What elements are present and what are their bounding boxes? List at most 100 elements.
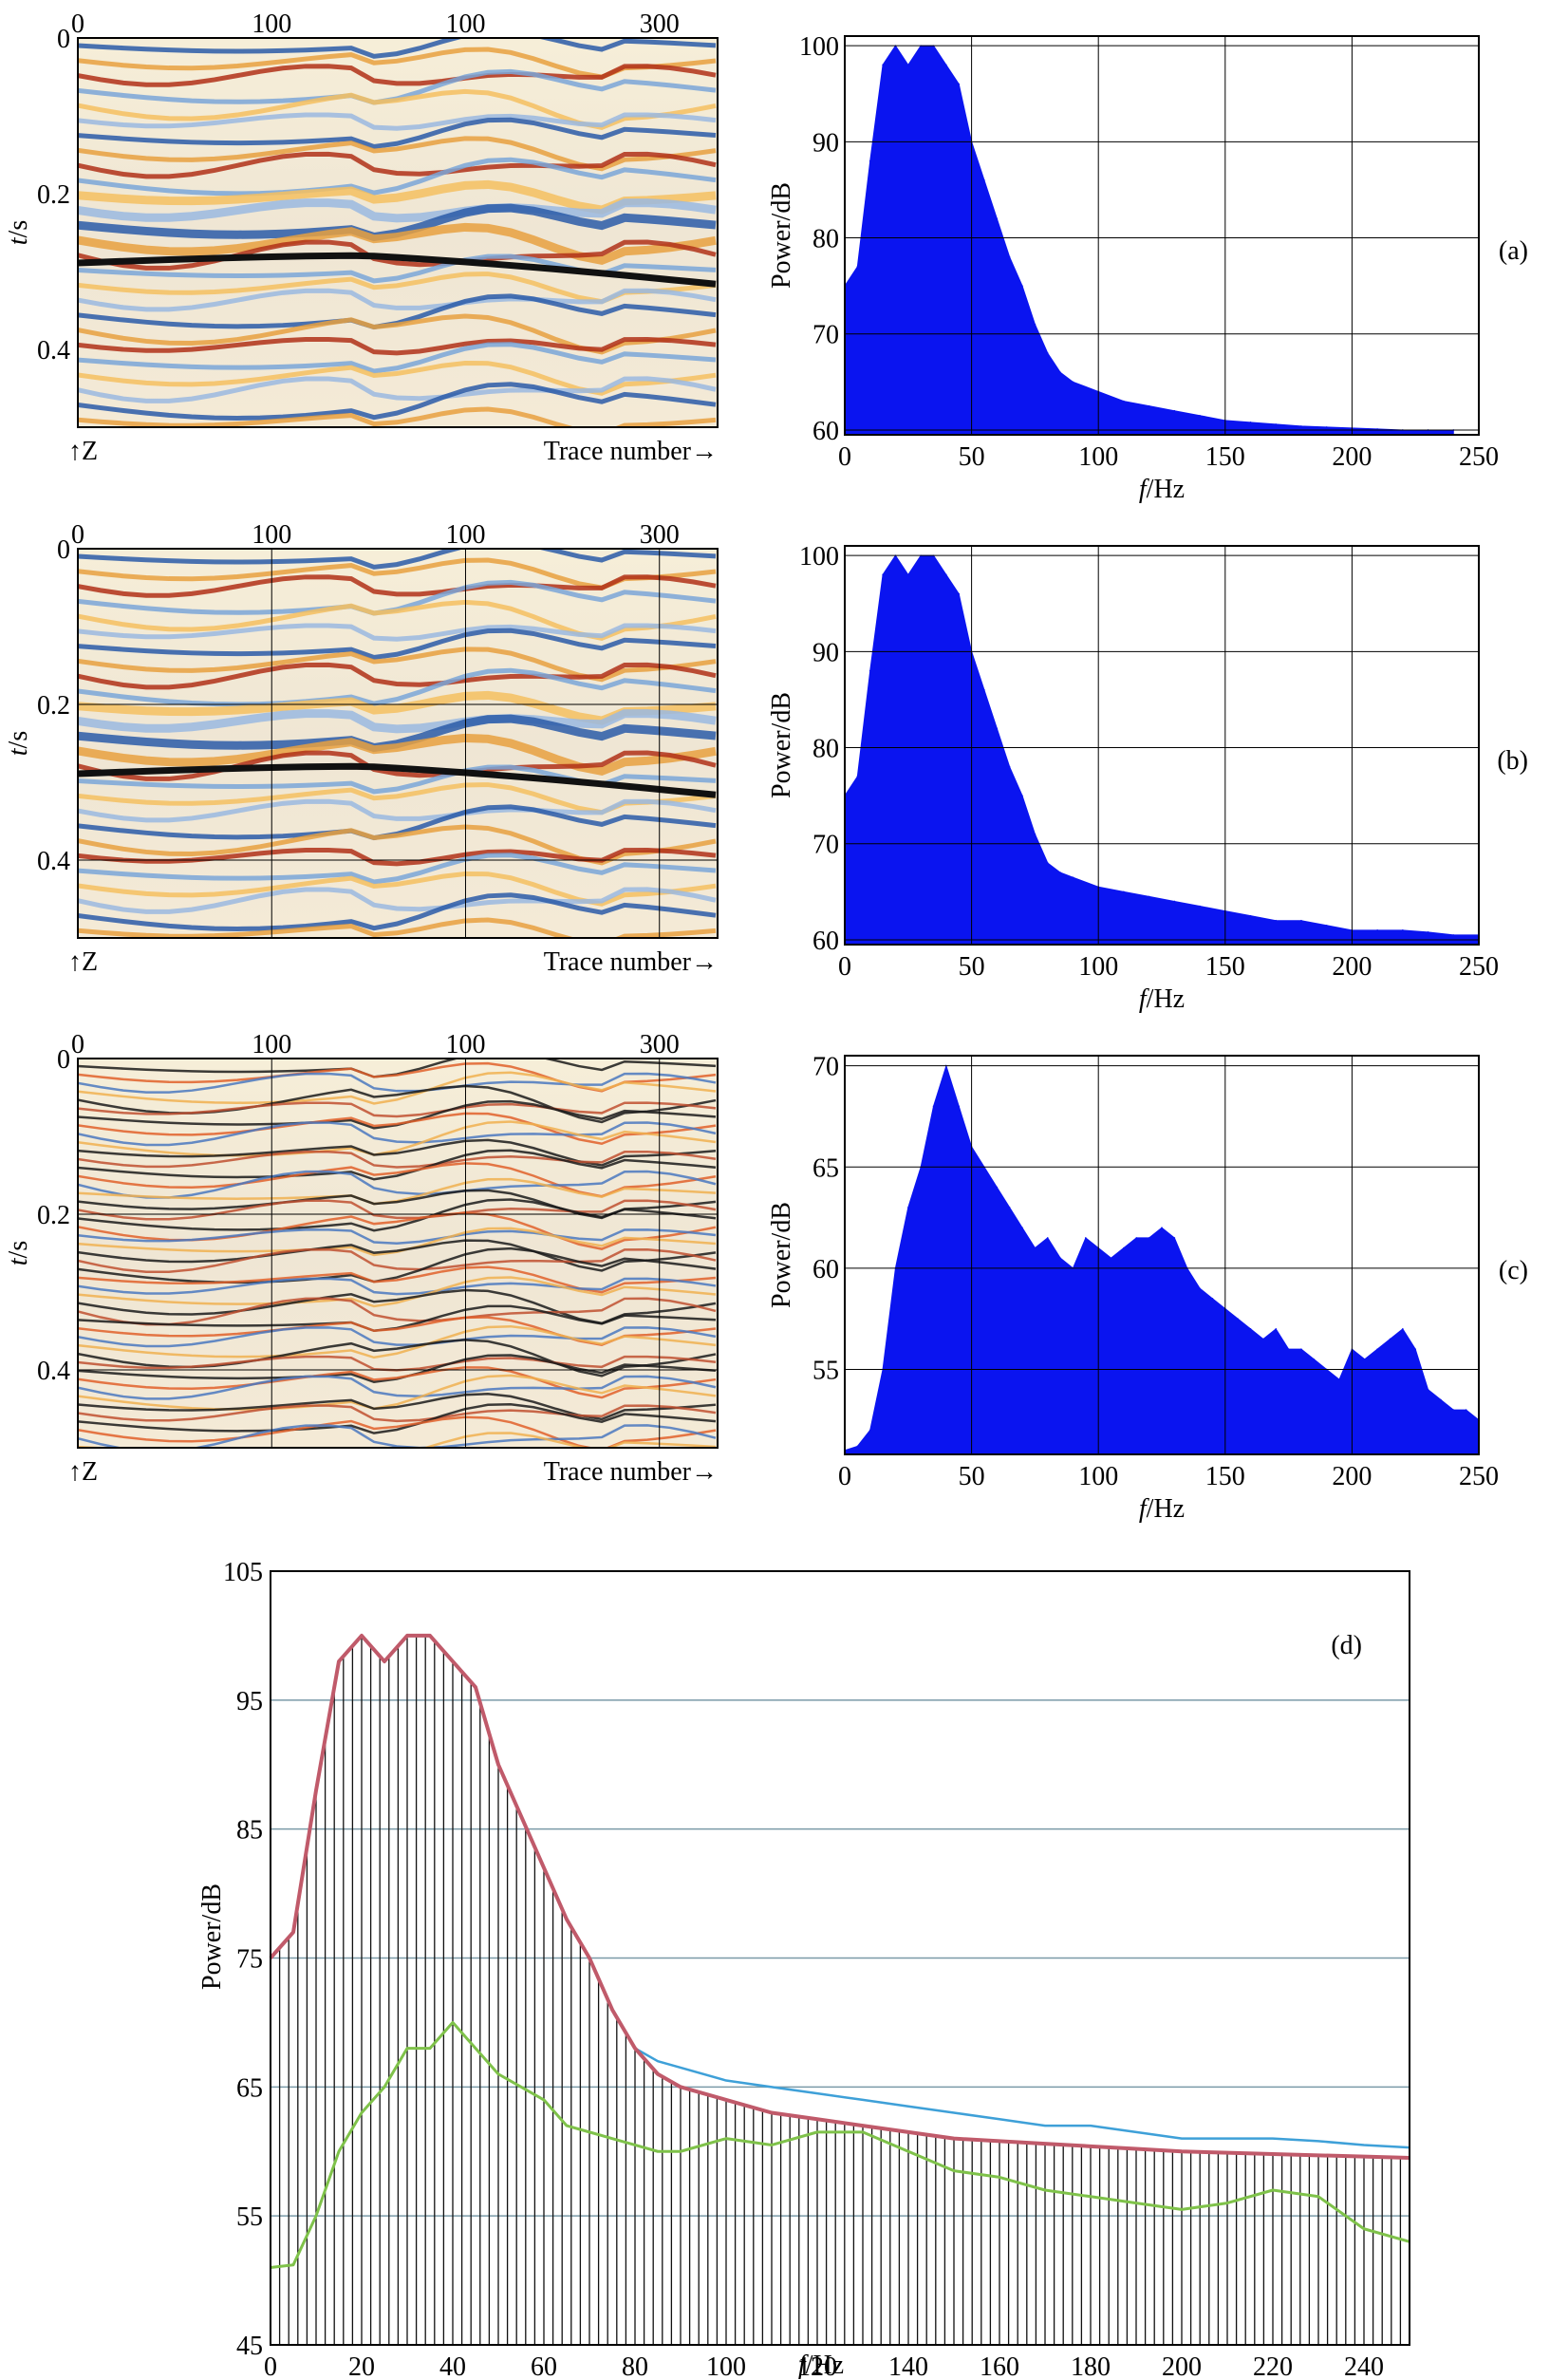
panel-label: (c) [1499, 1256, 1528, 1285]
spectrum-y-axis-label: Power/dB [767, 1202, 796, 1308]
spectrum-point [1123, 890, 1125, 893]
spectrum-x-tick-label: 0 [838, 442, 851, 472]
spectrum-point [856, 266, 859, 268]
reflector-band [78, 667, 717, 707]
spectrum-point [1173, 900, 1176, 903]
spectrum-point [1338, 1378, 1340, 1380]
spectrum-point [983, 689, 985, 691]
spectrum-point [1376, 1348, 1378, 1350]
spectrum-point [1148, 404, 1150, 407]
spectrum-x-tick-label: 250 [1459, 952, 1499, 982]
spectrum-point [1021, 1227, 1023, 1229]
reflector-band [78, 887, 717, 914]
spectrum-point [1148, 1237, 1150, 1239]
spectrum-point [1249, 914, 1252, 917]
spectrum-point [1465, 1409, 1467, 1411]
spectrum-y-tick-label: 60 [812, 417, 839, 446]
z-direction-label: ↑Z [68, 1457, 98, 1487]
spectrum-point [996, 217, 999, 220]
seismic-y-axis-label-unit: /s [4, 220, 33, 238]
spectrum-point [1046, 352, 1049, 354]
reflector-band [78, 1404, 717, 1423]
spectrum-point [1034, 833, 1036, 835]
spectrum-point [1452, 1409, 1455, 1411]
main-reflector [78, 252, 717, 288]
seismic-y-tick-label: 0.2 [37, 180, 70, 210]
d-x-tick-label: 180 [1071, 2352, 1111, 2380]
z-direction-label: ↑Z [68, 437, 98, 466]
spectrum-point [1034, 323, 1036, 326]
spectrum-x-tick-label: 100 [1078, 952, 1118, 982]
seismic-y-tick-label: 0 [57, 1045, 70, 1075]
spectrum-point [1110, 1257, 1112, 1259]
spectrum-point [1008, 765, 1011, 768]
reflector-band [78, 1138, 717, 1167]
reflector-band [78, 549, 717, 570]
reflector-band [78, 239, 717, 271]
d-x-tick-label: 40 [439, 2352, 466, 2380]
spectrum-point [856, 1445, 859, 1448]
reflector-band [78, 117, 717, 150]
spectrum-x-tick-label: 50 [959, 952, 985, 982]
reflector-band [78, 1393, 717, 1421]
seismic-frame [77, 548, 719, 939]
seismic-panel-a: 0 100 100 300 0 0.2 0.4 t/s ↑Z Trace number→ [4, 9, 719, 466]
reflector-band [78, 1265, 717, 1294]
spectrum-point [1046, 1237, 1049, 1239]
spectrum-point [1173, 409, 1176, 412]
spectrum-x-axis-label-unit: /Hz [1147, 1494, 1185, 1524]
spectrum-x-axis-label-var: f [1139, 1494, 1149, 1524]
reflector-band [78, 112, 717, 131]
spectrum-point [1034, 1246, 1036, 1249]
spectrum-point [868, 669, 871, 672]
seismic-y-axis-label: t/s [4, 1241, 33, 1265]
spectrum-point [907, 573, 909, 576]
d-x-tick-label: 220 [1253, 2352, 1293, 2380]
reflector-band [78, 1277, 717, 1296]
reflector-band [78, 382, 717, 421]
spectrum-x-axis-label: f/Hz [1139, 475, 1185, 504]
seismic-y-tick-label: 0.4 [37, 1357, 70, 1386]
spectrum-y-tick-label: 65 [812, 1153, 839, 1183]
spectrum-x-tick-label: 250 [1459, 442, 1499, 472]
spectrum-point [958, 83, 961, 85]
spectrum-panel-c: 55 60 65 70 0 50 100 150 200 250 f/Hz Power/dB (c) [767, 1053, 1528, 1524]
reflector-band [78, 647, 717, 683]
reflector-band [78, 88, 717, 130]
spectrum-point [1008, 1207, 1011, 1209]
spectrum-point [1275, 1328, 1278, 1330]
spectrum-point [1376, 929, 1378, 931]
reflector-band [78, 798, 717, 823]
reflector-band [78, 1374, 717, 1411]
spectrum-point [1021, 795, 1023, 796]
d-frame [270, 1570, 1410, 2346]
reflector-band [78, 38, 717, 59]
spectrum-y-tick-label: 70 [812, 831, 839, 860]
spectrum-x-tick-label: 50 [959, 442, 985, 472]
combined-spectrum-chart: 45 55 65 75 85 95 105 0 20 40 60 80 100 120 140 160 180 2… [197, 1558, 1410, 2380]
spectrum-point [856, 776, 859, 778]
spectrum-point [907, 1207, 909, 1209]
reflector-band [78, 1228, 717, 1245]
reflector-band [78, 917, 717, 938]
seismic-sections: 0 100 100 300 0 0.2 0.4 t/s ↑Z Trace number→ 0 100 1… [4, 9, 719, 1487]
seismic-frame [77, 37, 719, 428]
reflector-band [78, 853, 717, 885]
seismic-x-tick-label: 100 [445, 520, 485, 550]
reflector-band [78, 1297, 717, 1326]
spectrum-point [1123, 400, 1125, 403]
reflector-band [78, 1150, 717, 1169]
panel-label: (a) [1499, 236, 1528, 266]
spectrum-point [1021, 285, 1023, 287]
seismic-x-tick-label: 0 [71, 9, 84, 39]
spectrum-y-axis-label: Power/dB [767, 182, 796, 289]
spectrum-frame [844, 545, 1480, 946]
spectrum-point [932, 1105, 935, 1108]
spectrum-point [1199, 414, 1201, 417]
seismic-x-tick-label: 100 [252, 1030, 291, 1059]
seismic-x-tick-label: 300 [640, 9, 680, 39]
spectrum-point [1287, 1348, 1290, 1350]
spectrum-point [1008, 255, 1011, 258]
spectrum-area [844, 1063, 1480, 1455]
reflector-band [78, 336, 717, 356]
